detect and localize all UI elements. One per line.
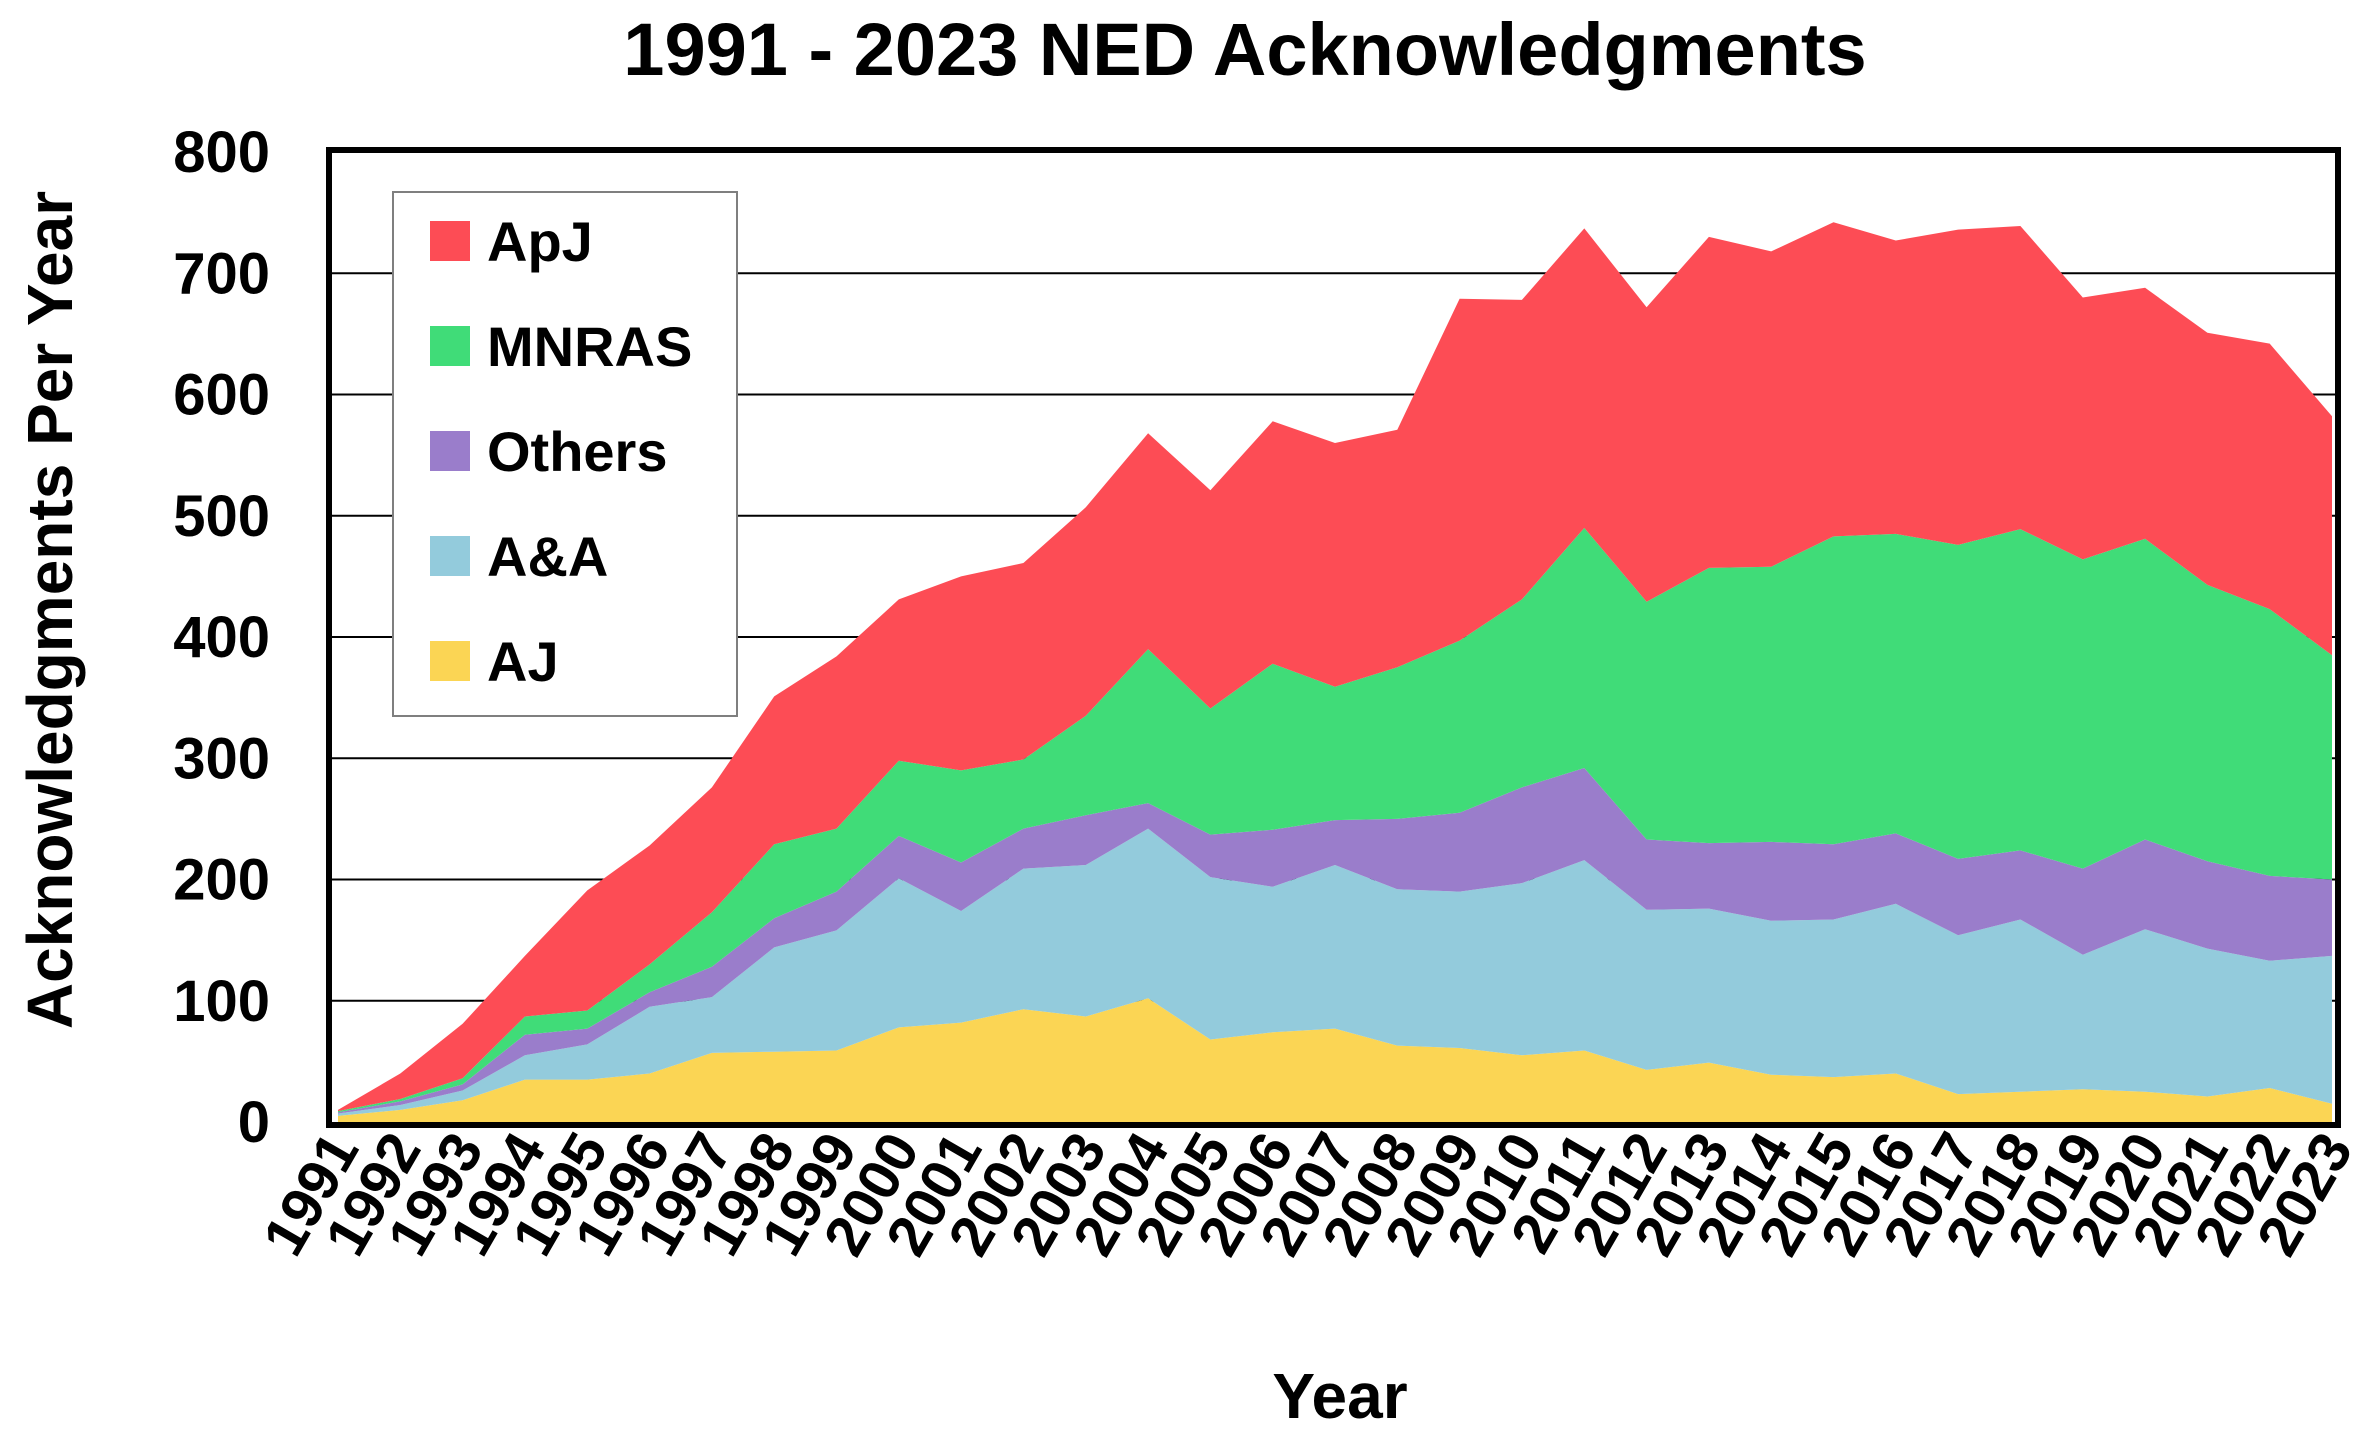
legend-swatch-aj xyxy=(430,641,470,681)
x-axis-label: Year xyxy=(1272,1360,1407,1432)
legend-swatch-apj xyxy=(430,221,470,261)
legend-label-apj: ApJ xyxy=(487,210,593,273)
y-axis-label: Acknowledgments Per Year xyxy=(14,191,86,1029)
legend-label-mnras: MNRAS xyxy=(487,315,692,378)
area-others xyxy=(338,768,2332,1114)
y-tick-label-600: 600 xyxy=(173,363,270,428)
y-tick-label-700: 700 xyxy=(173,241,270,306)
x-axis-ticks: 1991199219931994199519961997199819992000… xyxy=(250,1122,2365,1266)
y-tick-label-800: 800 xyxy=(173,120,270,185)
y-tick-label-500: 500 xyxy=(173,484,270,549)
y-tick-label-400: 400 xyxy=(173,605,270,670)
area-apj xyxy=(338,222,2332,1112)
legend: ApJ MNRAS Others A&A AJ xyxy=(392,191,738,717)
legend-swatch-mnras xyxy=(430,326,470,366)
plot-frame xyxy=(326,147,2341,1128)
legend-label-aj: AJ xyxy=(487,630,559,693)
y-tick-label-300: 300 xyxy=(173,726,270,791)
area-aj xyxy=(338,998,2332,1122)
legend-label-aanda: A&A xyxy=(487,525,608,588)
legend-swatch-aanda xyxy=(430,536,470,576)
y-axis-ticks: 0 100 200 300 400 500 600 700 800 xyxy=(173,120,270,1155)
area-mnras xyxy=(338,527,2332,1113)
y-tick-label-0: 0 xyxy=(238,1090,270,1155)
y-tick-label-200: 200 xyxy=(173,848,270,913)
legend-swatch-others xyxy=(430,431,470,471)
legend-label-others: Others xyxy=(487,420,668,483)
chart-title: 1991 - 2023 NED Acknowledgments xyxy=(623,8,1866,91)
area-aanda xyxy=(338,828,2332,1116)
y-tick-label-100: 100 xyxy=(173,969,270,1034)
area-series-group xyxy=(338,222,2332,1122)
